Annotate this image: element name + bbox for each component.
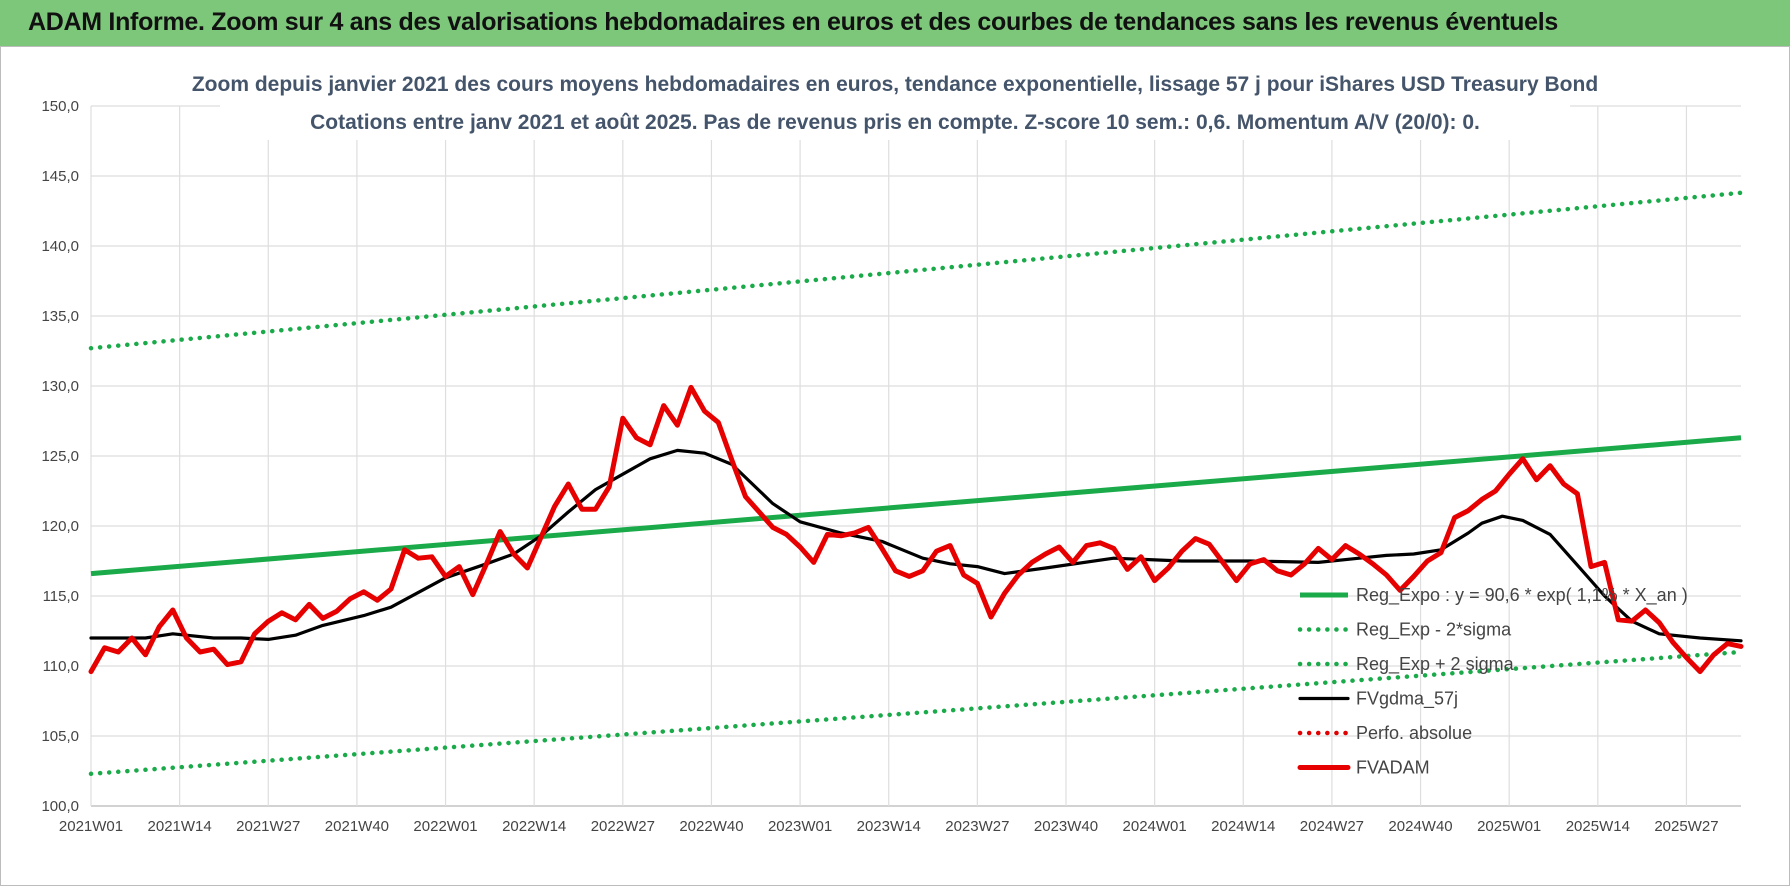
x-tick-label: 2024W27 — [1300, 818, 1364, 835]
y-tick-label: 120,0 — [41, 518, 79, 535]
report-header-bar: ADAM Informe. Zoom sur 4 ans des valoris… — [0, 0, 1790, 47]
series-line-0 — [90, 435, 1742, 577]
y-tick-label: 105,0 — [41, 728, 79, 745]
x-tick-label: 2021W01 — [59, 818, 123, 835]
series-lines — [88, 190, 1744, 777]
series-line-1 — [88, 649, 1744, 777]
x-tick-label: 2021W14 — [148, 818, 212, 835]
x-tick-label: 2021W40 — [325, 818, 389, 835]
x-tick-label: 2024W01 — [1123, 818, 1187, 835]
series-line-3 — [89, 448, 1743, 643]
x-tick-label: 2024W40 — [1388, 818, 1452, 835]
grid-lines — [90, 105, 1741, 807]
x-tick-label: 2023W27 — [945, 818, 1009, 835]
legend-label-5: FVADAM — [1356, 758, 1430, 778]
x-tick-label: 2023W14 — [857, 818, 921, 835]
y-tick-label: 140,0 — [41, 238, 79, 255]
y-tick-label: 110,0 — [43, 658, 79, 675]
x-tick-label: 2022W14 — [502, 818, 566, 835]
y-tick-label: 100,0 — [41, 798, 79, 815]
x-tick-label: 2023W01 — [768, 818, 832, 835]
chart-legend: Reg_Expo : y = 90,6 * exp( 1,1% * X_an )… — [1297, 585, 1688, 778]
x-tick-label: 2021W27 — [236, 818, 300, 835]
y-tick-label: 130,0 — [41, 378, 79, 395]
legend-label-4: Perfo. absolue — [1356, 723, 1472, 743]
chart-title-line-2: Cotations entre janv 2021 et août 2025. … — [310, 111, 1480, 134]
x-tick-label: 2025W27 — [1654, 818, 1718, 835]
report-title: ADAM Informe. Zoom sur 4 ans des valoris… — [28, 8, 1558, 36]
y-tick-label: 115,0 — [43, 588, 79, 605]
y-tick-label: 145,0 — [41, 168, 79, 185]
x-tick-label: 2022W40 — [679, 818, 743, 835]
y-tick-label: 125,0 — [41, 448, 79, 465]
legend-label-3: FVgdma_57j — [1356, 689, 1458, 710]
x-tick-label: 2022W01 — [413, 818, 477, 835]
chart-title-line-1: Zoom depuis janvier 2021 des cours moyen… — [192, 73, 1598, 96]
legend-label-0: Reg_Expo : y = 90,6 * exp( 1,1% * X_an ) — [1356, 585, 1688, 606]
chart-title-background — [220, 66, 1570, 140]
x-axis-tick-labels: 2021W01 2021W14 2021W27 2021W40 2022W01 2022W… — [59, 818, 1719, 835]
series-line-2 — [88, 190, 1744, 351]
y-axis-tick-labels: 100,0 105,0 110,0 115,0 120,0 125,0 130,0 135,0… — [41, 98, 79, 815]
series-line-5 — [88, 384, 1744, 675]
x-tick-label: 2024W14 — [1211, 818, 1275, 835]
legend-label-2: Reg_Exp + 2 sigma — [1356, 654, 1515, 675]
x-tick-label: 2022W27 — [591, 818, 655, 835]
y-tick-label: 150,0 — [41, 98, 79, 115]
x-tick-label: 2023W40 — [1034, 818, 1098, 835]
y-tick-label: 135,0 — [41, 308, 79, 325]
x-tick-label: 2025W01 — [1477, 818, 1541, 835]
x-tick-label: 2025W14 — [1566, 818, 1630, 835]
legend-label-1: Reg_Exp - 2*sigma — [1356, 620, 1512, 641]
